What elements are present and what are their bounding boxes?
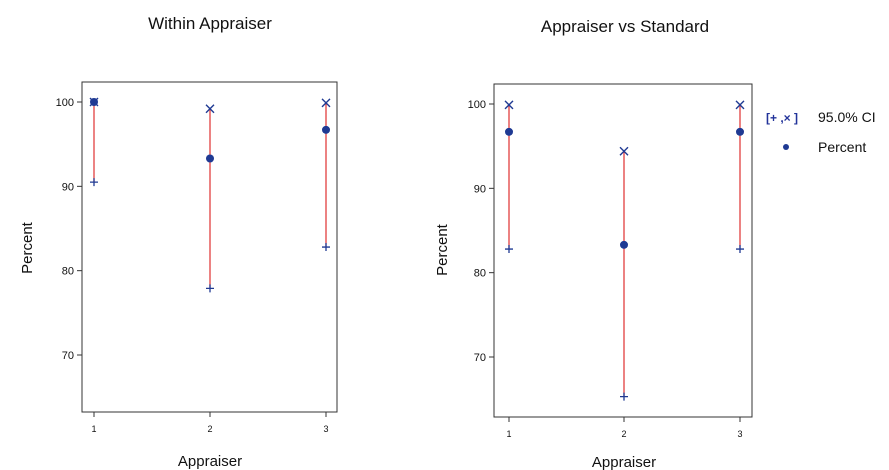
chart-title: Within Appraiser bbox=[148, 14, 272, 33]
ci-lower-marker bbox=[90, 178, 98, 187]
percent-point bbox=[90, 98, 98, 106]
plot-frame bbox=[493, 83, 753, 418]
x-axis-label: Appraiser bbox=[592, 454, 656, 470]
ci-lower-marker bbox=[206, 284, 214, 293]
y-axis-ticks: 70 80 90 100 bbox=[56, 97, 82, 362]
ci-upper-marker bbox=[504, 100, 514, 110]
y-axis-ticks: 70 80 90 100 bbox=[468, 99, 494, 364]
x-axis-ticks: 1 2 3 bbox=[91, 412, 329, 434]
ci-lower-marker bbox=[736, 245, 744, 254]
y-tick-label: 100 bbox=[56, 97, 74, 109]
x-tick-label: 3 bbox=[737, 429, 742, 439]
legend-ci-symbol: [+ ,× ] bbox=[766, 111, 798, 125]
y-tick-label: 70 bbox=[474, 352, 486, 364]
data-marks bbox=[504, 100, 745, 401]
chart-left: Within Appraiser 70 80 90 100 1 2 3 Appraiser… bbox=[19, 14, 338, 470]
chart-right: Appraiser vs Standard 70 80 90 100 1 2 3 Appr… bbox=[434, 17, 753, 470]
y-tick-label: 70 bbox=[62, 350, 74, 362]
percent-point bbox=[620, 240, 628, 249]
percent-point bbox=[736, 127, 744, 136]
y-axis-label: Percent bbox=[434, 223, 451, 276]
ci-upper-marker bbox=[619, 146, 629, 156]
percent-point bbox=[505, 127, 513, 136]
legend-ci-label: 95.0% CI bbox=[818, 109, 876, 125]
x-tick-label: 3 bbox=[323, 424, 328, 434]
y-axis-label: Percent bbox=[19, 221, 36, 274]
y-tick-label: 80 bbox=[474, 268, 486, 280]
y-tick-label: 80 bbox=[62, 266, 74, 278]
legend: [+ ,× ] 95.0% CI Percent bbox=[766, 109, 876, 155]
y-tick-label: 100 bbox=[468, 99, 486, 111]
ci-upper-marker bbox=[205, 104, 215, 114]
percent-point bbox=[322, 125, 330, 134]
x-tick-label: 2 bbox=[621, 429, 626, 439]
x-axis-label: Appraiser bbox=[178, 453, 242, 470]
x-tick-label: 1 bbox=[506, 429, 511, 439]
ci-upper-marker bbox=[735, 100, 745, 110]
ci-upper-marker bbox=[321, 98, 331, 108]
ci-lower-marker bbox=[322, 243, 330, 252]
x-tick-label: 1 bbox=[91, 424, 96, 434]
y-tick-label: 90 bbox=[62, 181, 74, 193]
x-tick-label: 2 bbox=[207, 424, 212, 434]
y-tick-label: 90 bbox=[474, 183, 486, 195]
legend-percent-symbol bbox=[783, 144, 789, 150]
chart-title: Appraiser vs Standard bbox=[541, 17, 709, 36]
ci-lower-marker bbox=[505, 245, 513, 254]
ci-lower-marker bbox=[620, 392, 628, 401]
x-axis-ticks: 1 2 3 bbox=[506, 417, 743, 439]
legend-percent-label: Percent bbox=[818, 139, 866, 155]
data-marks bbox=[89, 97, 331, 293]
percent-point bbox=[206, 154, 214, 163]
